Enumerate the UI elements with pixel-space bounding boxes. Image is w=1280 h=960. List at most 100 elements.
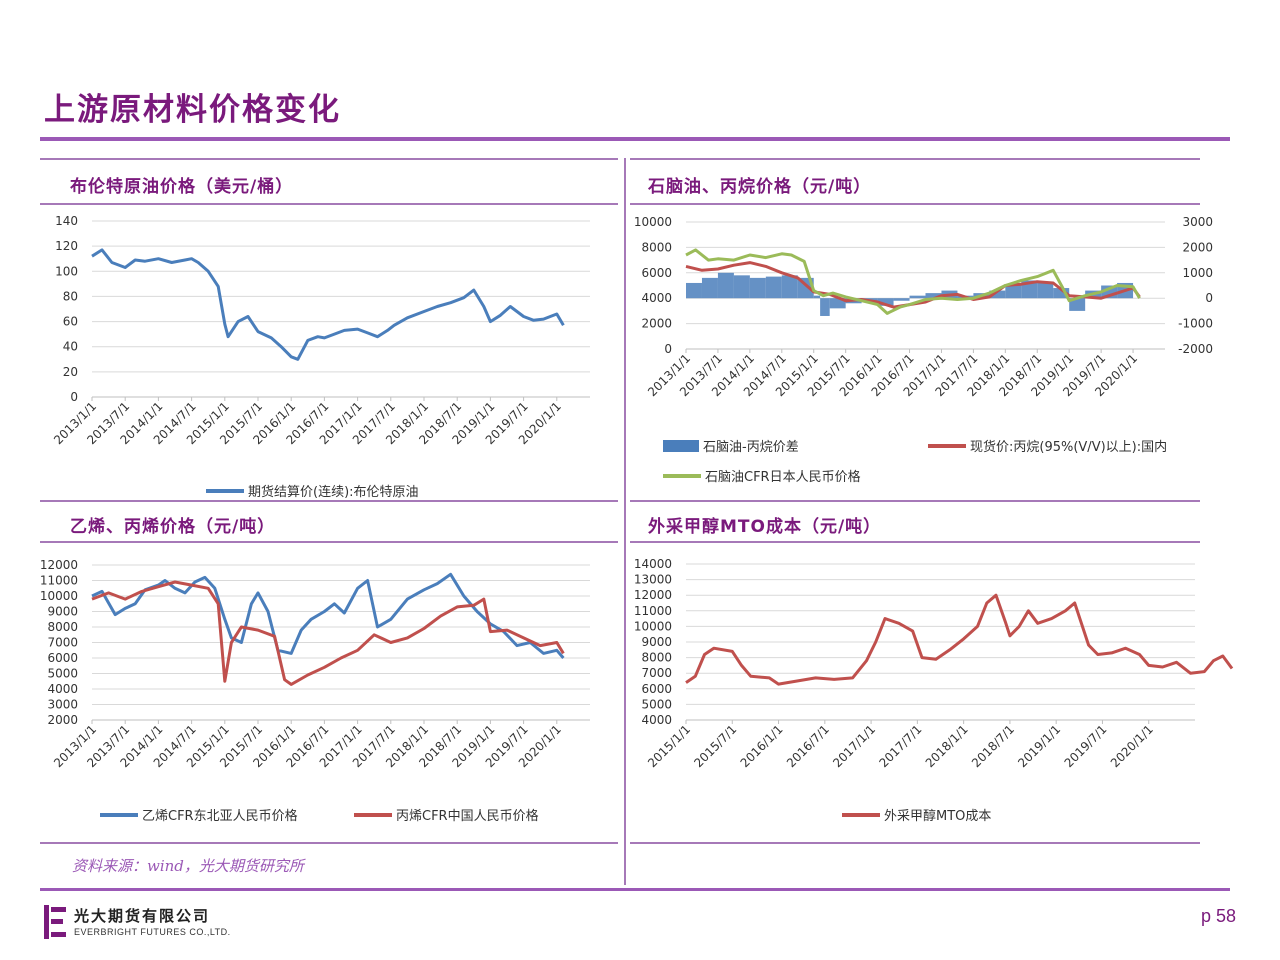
- y2-tick-label: 1000: [1182, 266, 1213, 280]
- y-tick-label: 8000: [641, 651, 672, 665]
- legend-naphtha-cfr: 石脑油CFR日本人民币价格: [705, 469, 861, 485]
- logo-mark-icon: [44, 905, 66, 939]
- spread-bar: [701, 277, 718, 299]
- panel-divider: [40, 500, 618, 502]
- spread-bar: [717, 272, 734, 299]
- series-line: [685, 248, 1141, 315]
- y-tick-label: 14000: [634, 557, 672, 571]
- panel-divider: [40, 158, 618, 160]
- x-tick-label: 2015/1/1: [645, 722, 693, 770]
- y-tick-label: 10000: [634, 619, 672, 633]
- y-tick-label: 5000: [47, 667, 78, 681]
- y-tick-label: 3000: [47, 698, 78, 712]
- panel-title-naphtha: 石脑油、丙烷价格（元/吨）: [648, 177, 872, 197]
- y2-tick-label: 2000: [1182, 240, 1213, 254]
- panel-title-brent: 布伦特原油价格（美元/桶）: [70, 177, 294, 197]
- panel-divider: [630, 541, 1200, 543]
- y-tick-label: 9000: [641, 635, 672, 649]
- panel-divider: [630, 203, 1200, 205]
- x-tick-label: 2017/7/1: [876, 722, 924, 770]
- x-tick-label: 2018/7/1: [969, 722, 1017, 770]
- y-tick-label: 6000: [641, 266, 672, 280]
- legend-mto: 外采甲醇MTO成本: [884, 808, 991, 824]
- spread-bar: [829, 298, 846, 309]
- y2-tick-label: -2000: [1178, 342, 1213, 356]
- y-tick-label: 5000: [641, 697, 672, 711]
- panel-title-ethylene: 乙烯、丙烯价格（元/吨）: [70, 517, 276, 537]
- spread-bar: [925, 293, 942, 299]
- y-tick-label: 2000: [641, 317, 672, 331]
- x-tick-label: 2019/7/1: [1062, 722, 1110, 770]
- y-tick-label: 11000: [40, 574, 78, 588]
- title-rule: [40, 137, 1230, 141]
- y-tick-label: 120: [55, 239, 78, 253]
- spread-bar: [749, 277, 766, 299]
- y-tick-label: 10000: [40, 589, 78, 603]
- spread-bar: [893, 298, 910, 301]
- spread-bar: [765, 276, 782, 299]
- source-note: 资料来源：wind，光大期货研究所: [72, 857, 304, 875]
- panel-divider: [630, 500, 1200, 502]
- y-tick-label: 8000: [641, 240, 672, 254]
- spread-bar: [733, 275, 750, 299]
- x-tick-label: 2016/7/1: [784, 722, 832, 770]
- legend-naphtha-spread-swatch: [663, 440, 699, 452]
- spread-bar: [877, 298, 894, 306]
- spread-bar: [813, 295, 821, 299]
- y-tick-label: 60: [63, 315, 78, 329]
- bottom-rule: [40, 888, 1230, 891]
- y-tick-label: 6000: [641, 682, 672, 696]
- y-tick-label: 13000: [634, 573, 672, 587]
- legend-brent: 期货结算价(连续):布伦特原油: [248, 484, 419, 500]
- legend-propylene: 丙烯CFR中国人民币价格: [396, 808, 539, 824]
- y-tick-label: 0: [70, 390, 78, 404]
- x-tick-label: 2019/1/1: [1015, 722, 1063, 770]
- logo-text-cn: 光大期货有限公司: [74, 907, 211, 925]
- x-tick-label: 2015/7/1: [691, 722, 739, 770]
- series-line: [685, 593, 1234, 686]
- spread-bar: [820, 298, 830, 316]
- y-tick-label: 4000: [641, 291, 672, 305]
- y-tick-label: 20: [63, 365, 78, 379]
- company-logo: 光大期货有限公司 EVERBRIGHT FUTURES CO.,LTD.: [44, 903, 244, 943]
- x-tick-label: 2018/1/1: [923, 722, 971, 770]
- y-tick-label: 7000: [47, 636, 78, 650]
- y-tick-label: 9000: [47, 605, 78, 619]
- spread-bar: [781, 275, 798, 299]
- y2-tick-label: -1000: [1178, 317, 1213, 331]
- y-tick-label: 80: [63, 289, 78, 303]
- legend-naphtha-spread: 石脑油-丙烷价差: [703, 440, 799, 455]
- panel-divider: [630, 842, 1200, 844]
- y-tick-label: 6000: [47, 651, 78, 665]
- spread-bar: [909, 295, 926, 299]
- panel-divider: [630, 158, 1200, 160]
- panel-divider: [40, 842, 618, 844]
- y-tick-label: 2000: [47, 713, 78, 727]
- x-tick-label: 2017/1/1: [830, 722, 878, 770]
- y-tick-label: 12000: [634, 588, 672, 602]
- logo-text-en: EVERBRIGHT FUTURES CO.,LTD.: [74, 927, 231, 937]
- y-tick-label: 0: [664, 342, 672, 356]
- y-tick-label: 12000: [40, 558, 78, 572]
- y2-tick-label: 3000: [1182, 215, 1213, 229]
- y-tick-label: 7000: [641, 666, 672, 680]
- panel-divider: [40, 541, 618, 543]
- y-tick-label: 11000: [634, 604, 672, 618]
- page-title: 上游原材料价格变化: [44, 92, 341, 128]
- legend-ethylene: 乙烯CFR东北亚人民币价格: [142, 808, 298, 824]
- series-line: [91, 248, 565, 361]
- spread-bar: [686, 282, 702, 299]
- spread-bar: [989, 290, 1006, 299]
- y-tick-label: 40: [63, 340, 78, 354]
- page-number: p 58: [1200, 906, 1236, 926]
- y-tick-label: 100: [55, 264, 78, 278]
- y-tick-label: 4000: [47, 682, 78, 696]
- y2-tick-label: 0: [1205, 291, 1213, 305]
- spread-bar: [1053, 288, 1070, 299]
- spread-bar: [1069, 298, 1086, 311]
- series-line: [91, 580, 565, 686]
- y-tick-label: 140: [55, 214, 78, 228]
- y-tick-label: 10000: [634, 215, 672, 229]
- y-tick-label: 4000: [641, 713, 672, 727]
